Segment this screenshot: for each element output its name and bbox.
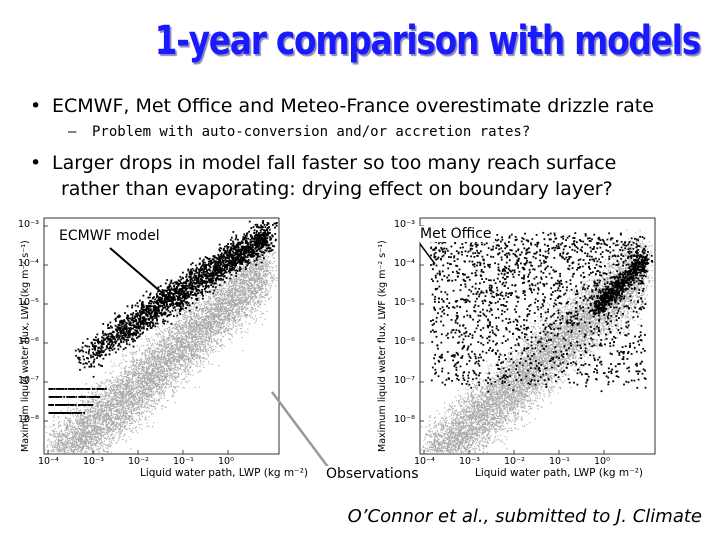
x-tick-label: 10⁻² <box>504 456 525 467</box>
x-axis-label: Liquid water path, LWP (kg m⁻²) <box>140 467 308 479</box>
x-tick-label: 10⁻¹ <box>173 456 194 467</box>
y-tick-label: 10⁻³ <box>394 219 415 230</box>
model-points-row <box>48 412 85 414</box>
slide-title: 1-year comparison with models <box>126 18 702 64</box>
plot-frame <box>419 217 656 455</box>
model-points-row <box>48 388 107 390</box>
x-axis-label: Liquid water path, LWP (kg m⁻²) <box>475 467 643 479</box>
y-tick-label: 10⁻⁷ <box>394 375 415 386</box>
bullet-1-text: ECMWF, Met Office and Meteo-France overe… <box>52 95 654 117</box>
x-tick-label: 10⁻⁴ <box>38 456 59 467</box>
x-tick-label: 10⁻¹ <box>549 456 570 467</box>
model-points-row <box>48 396 101 398</box>
ecmwf-scatter-plot <box>43 217 330 468</box>
sub-bullet-text: Problem with auto-conversion and/or accr… <box>92 124 530 140</box>
model-points-row <box>48 404 94 406</box>
met-office-pointer <box>419 243 436 265</box>
model-points-cluster <box>587 249 654 321</box>
y-tick-label: 10⁻⁵ <box>394 297 415 308</box>
y-tick-label: 10⁻³ <box>18 219 39 230</box>
plot-frame <box>43 217 280 455</box>
y-tick-label: 10⁻⁴ <box>18 258 39 269</box>
observation-points <box>45 229 278 454</box>
citation: O’Connor et al., submitted to J. Climate <box>348 506 702 527</box>
x-tick-label: 10⁻⁴ <box>414 456 435 467</box>
model-points <box>430 231 647 393</box>
observations-pointer-arrow <box>270 391 330 468</box>
y-tick-label: 10⁻⁸ <box>394 414 415 425</box>
bullet-1: • ECMWF, Met Office and Meteo-France over… <box>30 95 654 117</box>
y-tick-label: 10⁻⁶ <box>18 336 39 347</box>
met-office-scatter-panel: Maximum liquid water flux, LWF (kg m⁻² s… <box>365 212 720 482</box>
bullet-marker: • <box>30 150 52 176</box>
x-tick-label: 10⁰ <box>218 456 234 467</box>
y-tick-label: 10⁻⁶ <box>394 336 415 347</box>
bullet-2-line1: Larger drops in model fall faster so too… <box>52 152 616 174</box>
x-tick-label: 10⁻³ <box>83 456 104 467</box>
met-office-scatter-plot <box>419 217 656 455</box>
ecmwf-pointer-arrow <box>109 247 169 299</box>
y-tick-label: 10⁻⁴ <box>394 258 415 269</box>
x-tick-label: 10⁻² <box>128 456 149 467</box>
bullet-2-line2: rather than evaporating: drying effect o… <box>30 176 616 202</box>
observation-points <box>421 229 654 454</box>
ecmwf-model-label: ECMWF model <box>56 228 163 244</box>
y-axis-label: Maximum liquid water flux, LWF (kg m⁻² s… <box>377 240 388 452</box>
model-points <box>74 220 278 378</box>
y-tick-label: 10⁻⁷ <box>18 375 39 386</box>
observations-label: Observations <box>324 466 421 482</box>
y-tick-label: 10⁻⁸ <box>18 414 39 425</box>
bullet-2: • Larger drops in model fall faster so to… <box>30 150 616 202</box>
y-tick-label: 10⁻⁵ <box>18 297 39 308</box>
sub-bullet: – Problem with auto-conversion and/or acc… <box>68 124 530 140</box>
bullet-marker: • <box>30 95 52 117</box>
x-tick-label: 10⁻³ <box>459 456 480 467</box>
ecmwf-scatter-panel: Maximum liquid water flux, LWF (kg m⁻² s… <box>10 212 365 482</box>
x-tick-label: 10⁰ <box>594 456 610 467</box>
met-office-label: Met Office <box>417 226 495 242</box>
sub-bullet-marker: – <box>68 124 92 140</box>
